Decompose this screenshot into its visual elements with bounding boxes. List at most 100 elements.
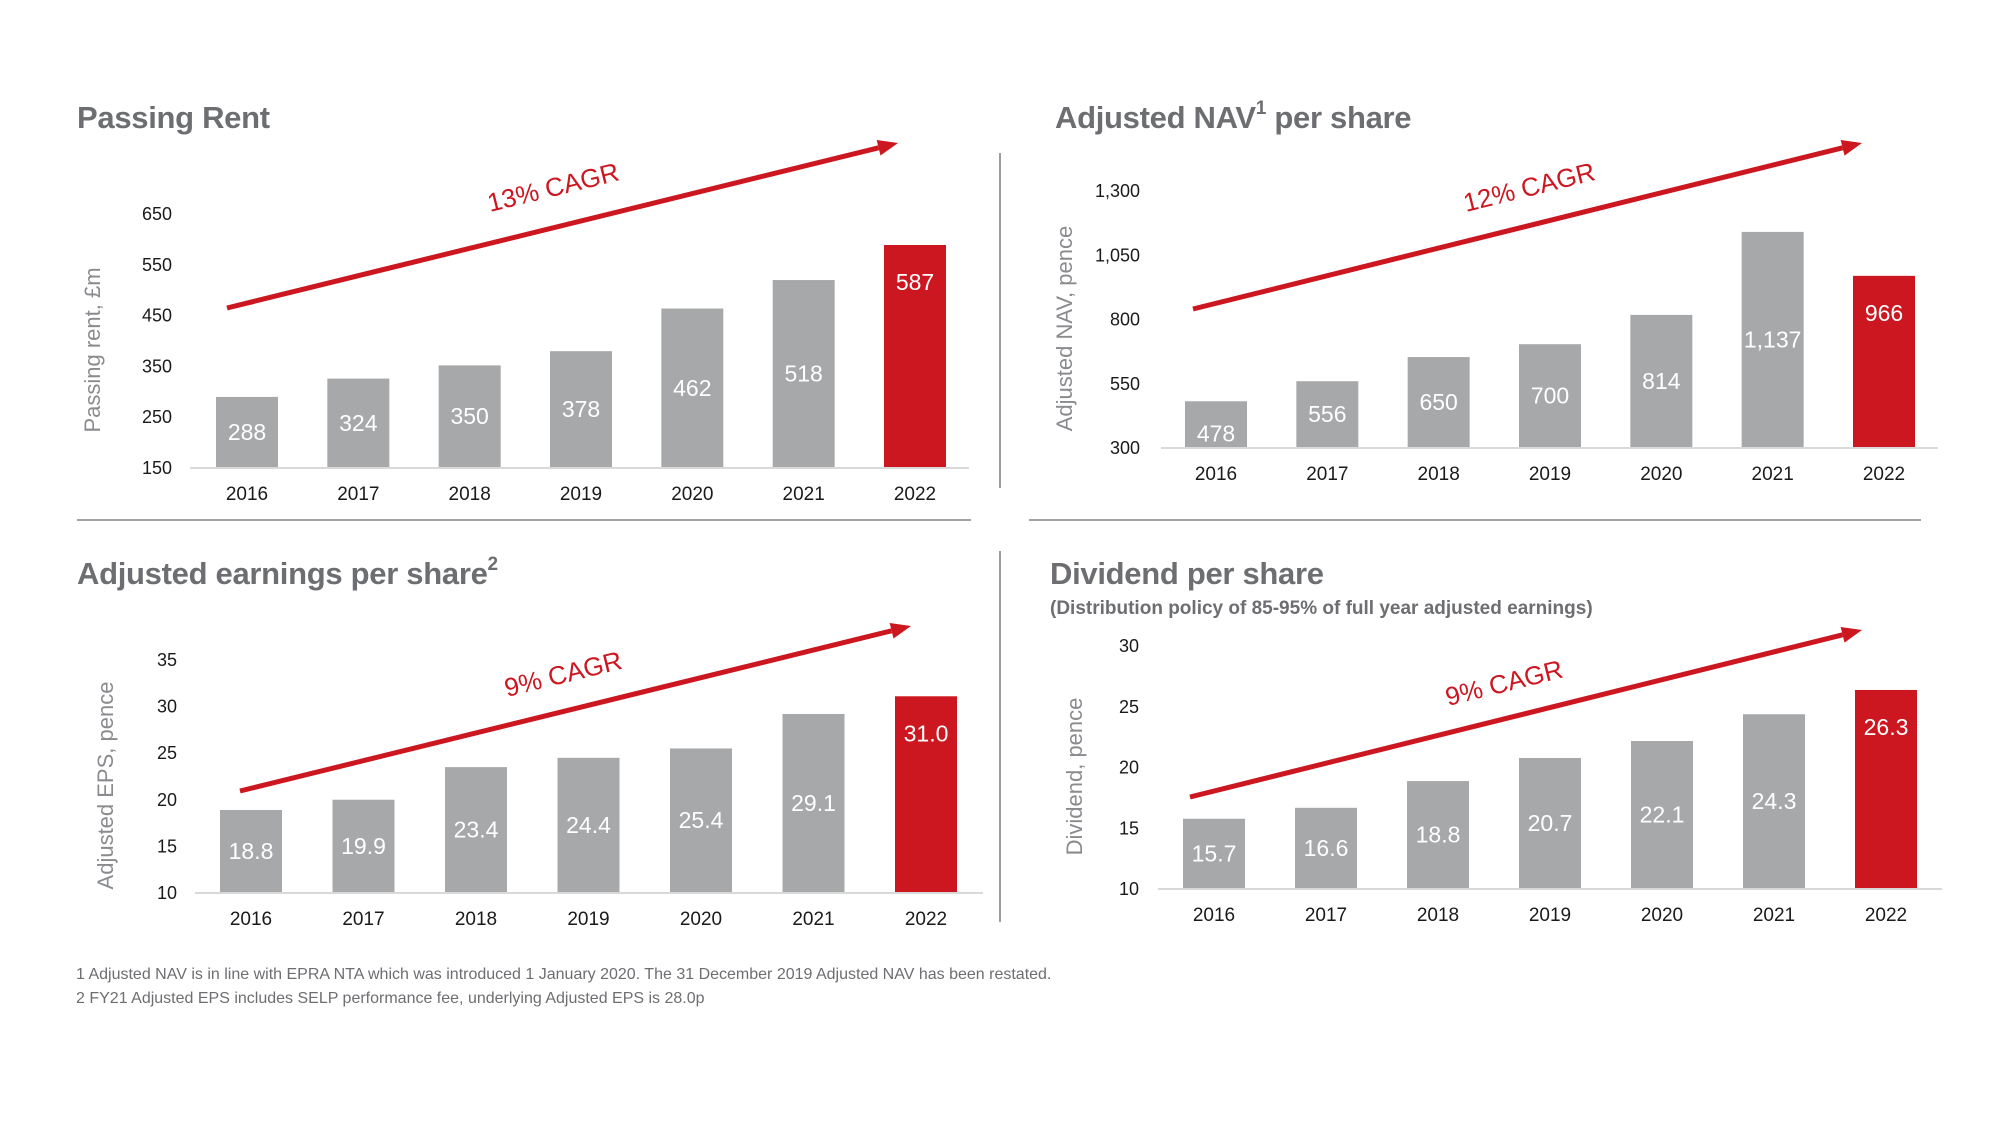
passing-rent-bar-2019: [550, 351, 612, 467]
nav-value-label: 650: [1419, 389, 1457, 415]
eps-y-axis-title: Adjusted EPS, pence: [93, 682, 118, 890]
nav-cagr-label: 12% CAGR: [1460, 156, 1598, 217]
eps-value-label: 29.1: [791, 790, 836, 816]
dividend-bar-2022: [1855, 689, 1917, 888]
dividend-x-tick-label: 2018: [1417, 905, 1459, 926]
nav-title-suffix: per share: [1266, 100, 1412, 135]
nav-value-label: 966: [1865, 300, 1903, 326]
eps-value-label: 25.4: [679, 807, 724, 833]
dividend-y-tick-label: 30: [1119, 636, 1139, 656]
passing-rent-chart: 150 250 350 450 550 650 Passing rent, £m 288 201…: [80, 140, 969, 505]
passing-rent-title-text: Passing Rent: [77, 100, 270, 135]
dividend-value-label: 20.7: [1528, 810, 1573, 836]
passing-rent-y-tick-label: 650: [142, 204, 172, 224]
dividend-value-label: 18.8: [1416, 822, 1461, 848]
nav-chart: 300 550 800 1,050 1,300 Adjusted NAV, pence 47…: [1052, 140, 1938, 485]
nav-value-label: 814: [1642, 368, 1681, 394]
passing-rent-value-label: 378: [562, 396, 600, 422]
eps-cagr-label: 9% CAGR: [501, 645, 625, 703]
passing-rent-y-axis-title: Passing rent, £m: [80, 267, 105, 432]
passing-rent-bar-2020: [661, 308, 724, 467]
passing-rent-y-tick-label: 450: [142, 306, 172, 326]
eps-bar-2016: [220, 809, 282, 892]
nav-x-tick-label: 2016: [1195, 464, 1237, 485]
nav-y-axis-title: Adjusted NAV, pence: [1052, 226, 1077, 431]
passing-rent-cagr-arrowhead-icon: [876, 140, 898, 156]
eps-title: Adjusted earnings per share2: [77, 553, 499, 592]
dividend-bar-2020: [1631, 740, 1693, 888]
passing-rent-bar-2016: [216, 396, 278, 467]
nav-y-tick-label: 1,050: [1095, 245, 1140, 265]
passing-rent-x-tick-label: 2022: [894, 484, 936, 505]
passing-rent-cagr-arrow-line: [226, 145, 880, 311]
eps-title-text: Adjusted earnings per share: [77, 556, 488, 591]
nav-bar-2016: [1185, 401, 1247, 447]
nav-y-tick-label: 800: [1110, 310, 1140, 330]
eps-x-tick-label: 2021: [792, 909, 834, 930]
dividend-value-label: 26.3: [1864, 714, 1909, 740]
passing-rent-value-label: 350: [450, 403, 488, 429]
nav-cagr-arrowhead-icon: [1840, 140, 1862, 156]
dividend-x-tick-label: 2017: [1305, 905, 1347, 926]
passing-rent-x-tick-label: 2019: [560, 484, 602, 505]
nav-title: Adjusted NAV1 per share: [1055, 97, 1412, 136]
nav-y-tick-label: 300: [1110, 438, 1140, 458]
passing-rent-title: Passing Rent: [77, 100, 270, 136]
passing-rent-x-tick-label: 2016: [226, 484, 268, 505]
eps-value-label: 31.0: [904, 720, 949, 746]
passing-rent-y-tick-label: 350: [142, 356, 172, 376]
footnote-2: 2 FY21 Adjusted EPS includes SELP perfor…: [76, 990, 705, 1007]
dividend-x-tick-label: 2019: [1529, 905, 1571, 926]
eps-x-tick-label: 2019: [567, 909, 609, 930]
dividend-chart: 10 15 20 25 30 Dividend, pence 15.7 2016 16.6 201…: [1062, 627, 1942, 926]
nav-value-label: 700: [1531, 383, 1569, 409]
dividend-y-tick-label: 20: [1119, 758, 1139, 778]
passing-rent-y-tick-label: 550: [142, 255, 172, 275]
nav-x-tick-label: 2019: [1529, 464, 1571, 485]
nav-cagr-arrow-line: [1192, 145, 1844, 312]
passing-rent-x-tick-label: 2020: [671, 484, 713, 505]
dividend-x-tick-label: 2020: [1641, 905, 1683, 926]
eps-value-label: 23.4: [454, 817, 499, 843]
dividend-y-axis-title: Dividend, pence: [1062, 698, 1087, 856]
passing-rent-y-tick-label: 150: [142, 458, 172, 478]
eps-chart: 10 15 20 25 30 35 Adjusted EPS, pence 18.8 2016 1…: [93, 623, 983, 930]
eps-title-footnote-ref: 2: [487, 553, 499, 575]
dividend-cagr-arrowhead-icon: [1840, 627, 1862, 643]
dividend-subtitle: (Distribution policy of 85-95% of full y…: [1050, 598, 1593, 619]
passing-rent-value-label: 587: [896, 269, 934, 295]
dividend-cagr-label: 9% CAGR: [1442, 654, 1566, 712]
nav-value-label: 478: [1197, 420, 1235, 446]
eps-x-tick-label: 2017: [342, 909, 384, 930]
passing-rent-value-label: 462: [673, 375, 711, 401]
eps-cagr-arrowhead-icon: [889, 623, 911, 639]
nav-x-tick-label: 2018: [1418, 464, 1460, 485]
nav-title-footnote-ref: 1: [1255, 97, 1267, 119]
dividend-x-tick-label: 2016: [1193, 905, 1235, 926]
passing-rent-bar-2018: [438, 365, 501, 467]
eps-bar-2020: [670, 748, 732, 892]
eps-y-tick-label: 35: [157, 650, 177, 670]
eps-y-tick-label: 25: [157, 743, 177, 763]
passing-rent-value-label: 518: [784, 361, 822, 387]
dividend-value-label: 16.6: [1304, 835, 1349, 861]
eps-x-tick-label: 2018: [455, 909, 497, 930]
passing-rent-cagr-label: 13% CAGR: [484, 157, 622, 218]
nav-y-tick-label: 550: [1110, 374, 1140, 394]
eps-bar-2018: [445, 767, 507, 892]
dividend-value-label: 15.7: [1192, 840, 1237, 866]
eps-x-tick-label: 2022: [905, 909, 947, 930]
dividend-value-label: 24.3: [1752, 788, 1797, 814]
eps-cagr-arrow-line: [239, 628, 893, 794]
nav-x-tick-label: 2017: [1306, 464, 1348, 485]
eps-value-label: 18.8: [229, 838, 274, 864]
eps-bar-2021: [782, 713, 845, 892]
nav-bar-2017: [1296, 381, 1359, 447]
nav-x-tick-label: 2020: [1640, 464, 1682, 485]
eps-y-tick-label: 15: [157, 836, 177, 856]
passing-rent-bar-2022: [884, 245, 946, 467]
dividend-value-label: 22.1: [1640, 801, 1685, 827]
eps-x-tick-label: 2016: [230, 909, 272, 930]
nav-title-text: Adjusted NAV: [1055, 100, 1256, 135]
